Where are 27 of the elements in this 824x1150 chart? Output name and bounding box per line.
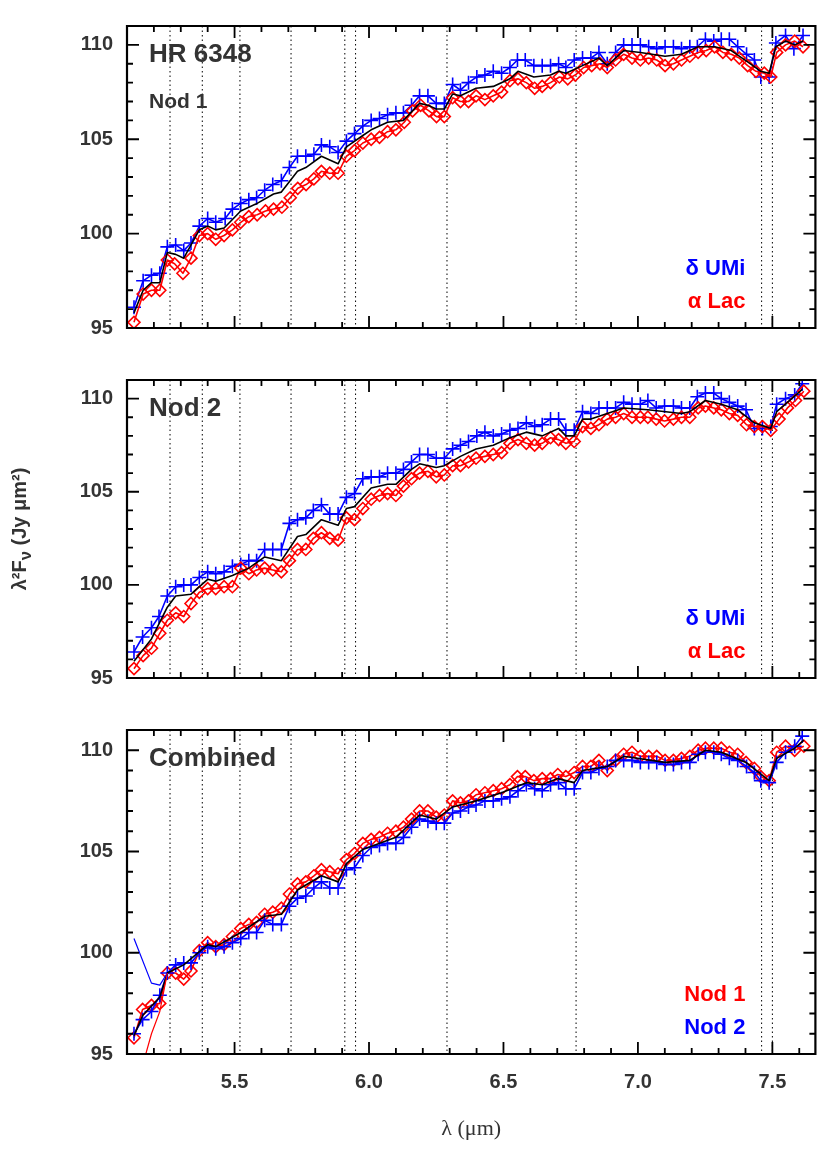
x-axis-title: λ (μm) [441, 1114, 502, 1140]
y-tick-label: 105 [79, 479, 113, 502]
text: δ UMi [685, 255, 746, 280]
x-tick-label: 6.5 [489, 1069, 518, 1092]
annotation: HR 6348 [149, 38, 252, 68]
annotation: Combined [149, 742, 277, 772]
text: δ UMi [685, 605, 746, 630]
text: Nod 1 [684, 981, 746, 1006]
y-tick-label: 95 [90, 665, 113, 688]
annotation: Nod 2 [149, 392, 222, 422]
text: α Lac [687, 288, 746, 313]
y-tick-label: 105 [79, 126, 113, 149]
y-tick-label: 105 [79, 839, 113, 862]
y-tick-label: 95 [90, 1041, 113, 1064]
x-tick-label: 5.5 [220, 1069, 249, 1092]
y-tick-label: 100 [79, 221, 113, 244]
y-tick-label: 100 [79, 940, 113, 963]
y-tick-label: 110 [80, 737, 113, 760]
y-tick-label: 110 [80, 386, 113, 409]
text: α Lac [687, 638, 746, 663]
text: Nod 2 [684, 1014, 746, 1039]
x-tick-label: 6.0 [355, 1069, 383, 1092]
x-tick-label: 7.5 [758, 1069, 787, 1092]
x-tick-label: 7.0 [624, 1069, 652, 1092]
y-tick-label: 100 [79, 572, 113, 595]
y-tick-label: 110 [80, 32, 113, 55]
y-tick-label: 95 [90, 315, 113, 338]
